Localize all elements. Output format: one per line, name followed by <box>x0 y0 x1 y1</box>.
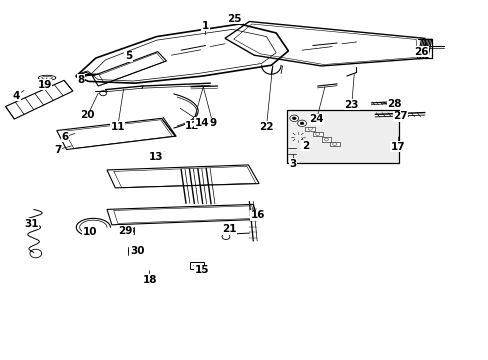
Ellipse shape <box>128 247 144 255</box>
FancyBboxPatch shape <box>144 274 155 280</box>
Circle shape <box>315 133 319 135</box>
Text: 23: 23 <box>344 100 358 110</box>
Text: 12: 12 <box>184 121 199 131</box>
Ellipse shape <box>131 248 141 253</box>
Circle shape <box>100 91 106 96</box>
FancyBboxPatch shape <box>287 110 398 163</box>
Polygon shape <box>5 80 73 119</box>
Circle shape <box>222 234 229 239</box>
Polygon shape <box>224 22 427 66</box>
Circle shape <box>289 115 298 122</box>
Ellipse shape <box>119 226 134 234</box>
FancyBboxPatch shape <box>312 132 322 136</box>
Text: 16: 16 <box>250 210 265 220</box>
Text: 10: 10 <box>82 227 97 237</box>
Circle shape <box>288 148 296 154</box>
Circle shape <box>300 138 305 141</box>
Circle shape <box>292 117 296 120</box>
Text: 3: 3 <box>289 159 296 169</box>
Circle shape <box>297 120 306 127</box>
Text: 6: 6 <box>61 132 68 142</box>
Text: 13: 13 <box>148 152 163 162</box>
Text: 18: 18 <box>143 275 157 285</box>
Circle shape <box>300 122 304 125</box>
Polygon shape <box>107 165 259 188</box>
Text: 21: 21 <box>221 225 236 234</box>
Text: 29: 29 <box>118 226 132 236</box>
Text: 27: 27 <box>392 111 407 121</box>
Text: 1: 1 <box>202 21 209 31</box>
Text: 5: 5 <box>124 51 132 61</box>
Text: 30: 30 <box>130 246 144 256</box>
Text: 24: 24 <box>309 114 324 124</box>
Text: 8: 8 <box>78 75 84 85</box>
Text: 4: 4 <box>13 91 20 101</box>
Polygon shape <box>92 51 166 86</box>
Text: 14: 14 <box>194 118 209 128</box>
Text: 9: 9 <box>209 118 216 128</box>
FancyBboxPatch shape <box>305 127 315 131</box>
Text: 17: 17 <box>390 141 405 152</box>
Circle shape <box>308 127 312 130</box>
Text: 22: 22 <box>259 122 273 132</box>
Text: 19: 19 <box>37 80 52 90</box>
Text: 11: 11 <box>110 122 125 132</box>
Text: 25: 25 <box>227 14 242 24</box>
Circle shape <box>294 134 302 140</box>
Text: 15: 15 <box>194 265 209 275</box>
Text: 26: 26 <box>413 46 427 57</box>
Circle shape <box>332 143 336 145</box>
FancyBboxPatch shape <box>329 142 339 146</box>
Text: 7: 7 <box>55 144 62 154</box>
Ellipse shape <box>122 228 131 233</box>
Text: 31: 31 <box>24 219 39 229</box>
Polygon shape <box>107 204 258 225</box>
Circle shape <box>324 138 328 141</box>
Text: 28: 28 <box>386 99 401 109</box>
Text: 20: 20 <box>80 111 95 121</box>
Polygon shape <box>57 118 175 149</box>
Text: 2: 2 <box>301 140 308 150</box>
FancyBboxPatch shape <box>189 262 203 269</box>
FancyBboxPatch shape <box>321 137 330 141</box>
